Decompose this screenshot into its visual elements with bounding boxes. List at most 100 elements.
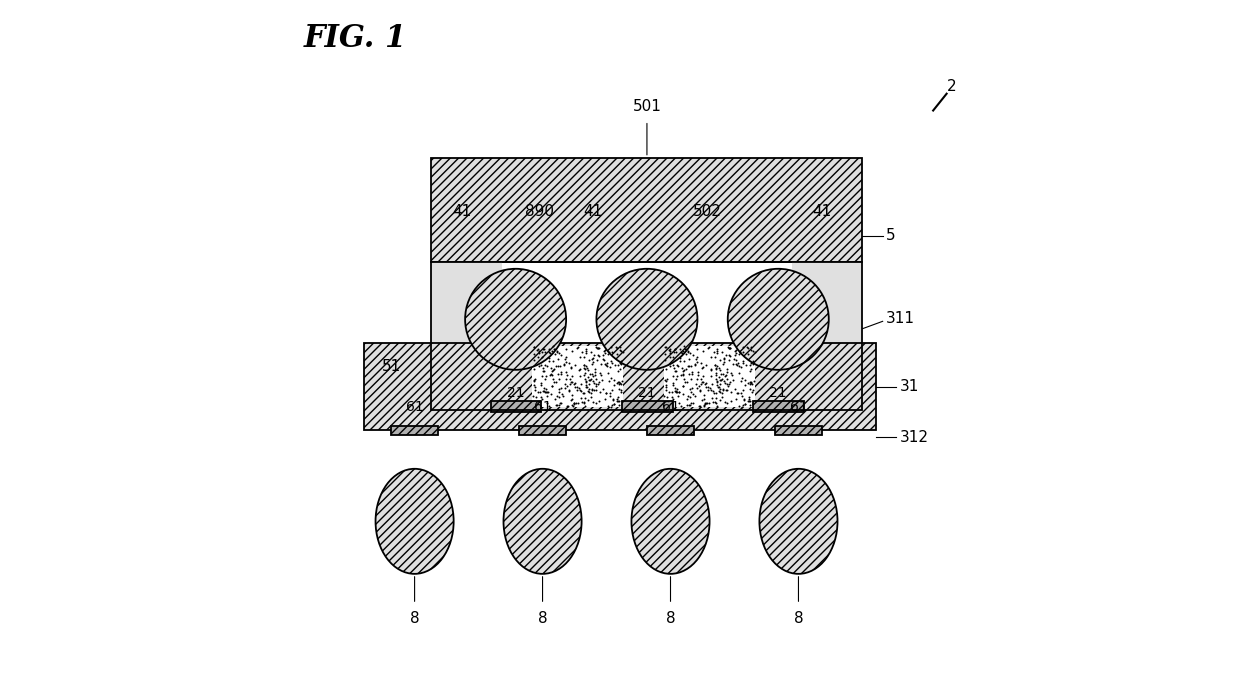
Point xyxy=(579,379,599,390)
Point xyxy=(547,390,567,401)
Point xyxy=(662,392,682,403)
Point xyxy=(587,380,606,391)
Point xyxy=(663,352,683,363)
Point xyxy=(687,356,707,367)
Point xyxy=(712,374,732,385)
Point xyxy=(718,380,738,391)
Point xyxy=(594,354,614,365)
Point xyxy=(722,370,742,381)
Point xyxy=(660,386,680,397)
Point xyxy=(533,365,553,376)
Bar xyxy=(647,426,694,435)
Point xyxy=(577,375,596,386)
Point xyxy=(558,381,578,392)
Point xyxy=(589,395,609,406)
Point xyxy=(686,359,706,370)
Point xyxy=(539,369,559,380)
Point xyxy=(723,375,743,386)
Point xyxy=(714,356,734,367)
Point xyxy=(528,351,548,362)
Point xyxy=(682,382,702,393)
Point xyxy=(688,369,708,380)
Point xyxy=(601,384,621,395)
Point xyxy=(583,354,603,365)
Point xyxy=(713,384,733,395)
Point xyxy=(531,396,551,407)
Point xyxy=(537,397,557,408)
Point xyxy=(556,379,575,390)
Text: 21: 21 xyxy=(770,386,787,401)
Bar xyxy=(391,426,438,435)
Point xyxy=(735,374,755,385)
Point xyxy=(533,386,553,397)
Point xyxy=(698,381,718,392)
Point xyxy=(717,369,737,380)
Point xyxy=(560,377,580,388)
Point xyxy=(534,347,554,358)
Point xyxy=(688,401,708,411)
Point xyxy=(670,356,689,367)
Point xyxy=(547,360,567,371)
Point xyxy=(579,354,599,365)
Point xyxy=(546,400,565,411)
Point xyxy=(740,377,760,388)
Point xyxy=(588,343,608,354)
Point xyxy=(743,378,763,389)
Point xyxy=(536,386,556,397)
Point xyxy=(662,378,682,388)
Point xyxy=(599,375,619,386)
Point xyxy=(532,380,552,390)
Point xyxy=(525,342,544,352)
Point xyxy=(582,387,601,398)
Point xyxy=(582,359,601,369)
Point xyxy=(588,350,608,361)
Point xyxy=(551,397,570,408)
Point xyxy=(568,342,588,352)
Point xyxy=(589,343,609,354)
Point xyxy=(595,344,615,355)
Point xyxy=(729,401,749,411)
Point xyxy=(709,365,729,375)
Point xyxy=(743,385,763,396)
Point xyxy=(558,401,578,411)
Point xyxy=(547,345,567,356)
Point xyxy=(709,371,729,382)
Point xyxy=(575,363,595,374)
Point xyxy=(589,377,609,388)
Point xyxy=(696,398,715,409)
Text: 8: 8 xyxy=(794,611,804,626)
Point xyxy=(604,398,624,409)
Point xyxy=(554,354,574,365)
Point xyxy=(656,354,676,365)
Point xyxy=(699,398,719,409)
Point xyxy=(549,361,569,372)
Point xyxy=(742,378,761,388)
Point xyxy=(745,346,765,357)
Point xyxy=(677,349,697,360)
Point xyxy=(528,399,548,409)
Point xyxy=(608,378,627,388)
Point xyxy=(656,349,676,360)
Point xyxy=(601,357,621,368)
Point xyxy=(593,349,613,360)
Point xyxy=(722,387,742,398)
Point xyxy=(662,360,682,371)
Point xyxy=(567,343,587,354)
Point xyxy=(531,360,551,371)
Point xyxy=(598,401,618,411)
Point xyxy=(611,356,631,367)
Point xyxy=(589,342,609,353)
Point xyxy=(570,371,590,382)
Point xyxy=(543,374,563,385)
Bar xyxy=(663,346,755,407)
Point xyxy=(656,376,676,387)
Point xyxy=(733,373,753,384)
Point xyxy=(713,387,733,398)
Point xyxy=(717,364,737,375)
Point xyxy=(711,369,730,380)
Point xyxy=(738,378,758,388)
Point xyxy=(706,370,725,381)
Point xyxy=(723,359,743,369)
Point xyxy=(595,393,615,404)
Point xyxy=(596,387,616,398)
